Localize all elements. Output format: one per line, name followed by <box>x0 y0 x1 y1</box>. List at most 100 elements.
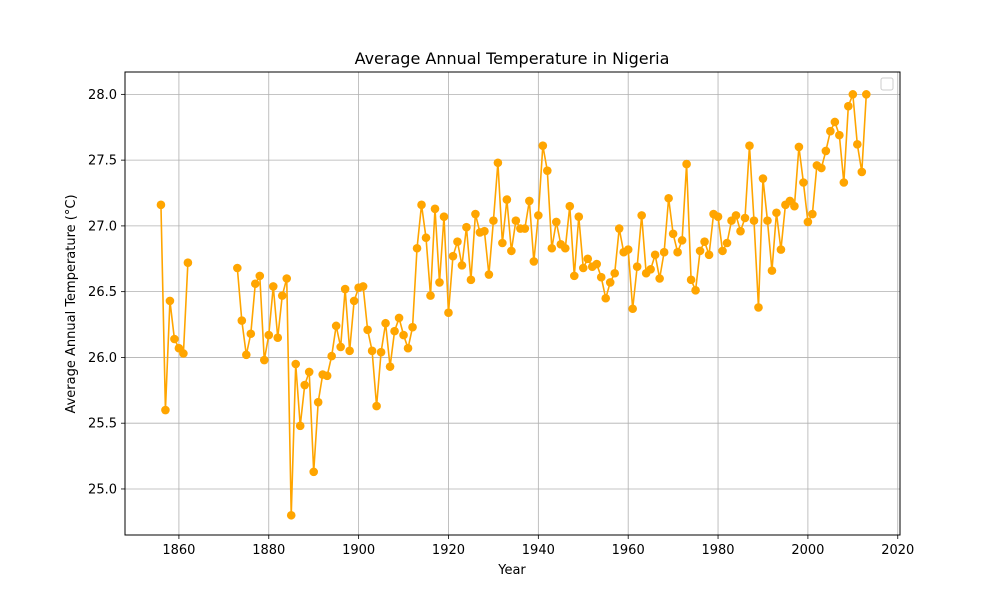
data-point <box>381 318 390 328</box>
data-point <box>659 247 669 257</box>
data-point <box>803 217 813 227</box>
data-point <box>835 130 844 140</box>
data-point <box>538 141 548 150</box>
data-point <box>183 258 193 268</box>
data-point <box>498 238 507 248</box>
y-axis: 25.0 25.5 26.0 26.5 27.0 27.5 28.0 <box>88 88 125 497</box>
data-point <box>426 291 435 300</box>
data-point <box>156 200 166 210</box>
data-point <box>273 333 283 343</box>
data-point <box>385 362 395 371</box>
data-point <box>740 213 750 223</box>
data-point <box>340 284 350 294</box>
legend-box <box>880 77 894 91</box>
data-point <box>390 326 399 336</box>
data-point <box>844 101 853 111</box>
data-point <box>421 233 431 243</box>
x-tick-label: 1880 <box>252 543 285 558</box>
data-point <box>763 216 772 225</box>
data-point <box>246 329 256 339</box>
data-point <box>376 347 386 357</box>
data-point <box>637 211 646 220</box>
y-tick-label: 26.5 <box>88 285 117 300</box>
data-point <box>471 209 480 219</box>
data-point <box>664 193 673 203</box>
data-point <box>704 250 714 260</box>
plot-frame <box>124 71 901 536</box>
data-point <box>291 359 301 369</box>
x-tick-label: 2000 <box>791 543 824 558</box>
data-point <box>826 126 835 136</box>
data-point <box>547 243 557 253</box>
series-layer <box>156 90 871 520</box>
data-point <box>605 278 615 287</box>
data-point <box>565 201 575 211</box>
data-point <box>700 237 709 246</box>
data-point <box>790 201 799 211</box>
data-point <box>327 351 336 361</box>
data-point <box>623 245 633 254</box>
data-point <box>233 263 242 273</box>
data-point <box>686 275 696 285</box>
data-point <box>596 272 606 282</box>
data-point <box>758 174 768 183</box>
data-point <box>731 211 741 220</box>
data-point <box>372 401 381 411</box>
data-point <box>583 254 593 264</box>
data-point <box>309 467 319 477</box>
data-point <box>560 243 570 253</box>
y-tick-label: 27.0 <box>88 219 117 234</box>
data-point <box>277 291 287 300</box>
data-point <box>367 346 377 356</box>
data-point <box>749 216 759 225</box>
data-point <box>776 245 786 254</box>
data-point <box>574 212 584 221</box>
data-point <box>331 321 341 331</box>
data-point <box>655 274 664 283</box>
data-point <box>161 405 170 415</box>
data-point <box>255 271 265 281</box>
data-point <box>336 342 345 352</box>
data-point <box>345 346 354 356</box>
data-point <box>614 224 624 233</box>
data-point <box>286 510 296 520</box>
data-point <box>673 247 682 257</box>
data-point <box>412 243 422 253</box>
data-point <box>349 296 359 306</box>
data-point <box>489 216 498 225</box>
data-point <box>250 279 260 289</box>
data-point <box>862 90 871 99</box>
x-tick-label: 1980 <box>701 543 734 558</box>
data-point <box>480 226 489 236</box>
data-point <box>170 334 179 344</box>
x-tick-label: 2020 <box>881 543 914 558</box>
data-point <box>417 200 426 210</box>
data-point <box>745 141 754 150</box>
y-tick-label: 25.0 <box>88 482 117 497</box>
data-point <box>628 304 637 314</box>
data-point <box>799 178 808 187</box>
data-point <box>722 238 732 248</box>
data-point <box>529 257 539 266</box>
data-point <box>691 286 700 295</box>
data-point <box>466 275 476 285</box>
data-point <box>534 211 543 220</box>
data-point <box>313 397 323 407</box>
data-point <box>165 296 175 306</box>
data-point <box>457 261 467 270</box>
data-point <box>264 330 274 340</box>
data-point <box>448 251 458 261</box>
data-point <box>300 380 310 390</box>
data-point <box>268 282 278 291</box>
data-point <box>767 266 777 275</box>
data-point <box>754 303 763 312</box>
data-point <box>808 209 817 219</box>
y-tick-label: 27.5 <box>88 154 117 169</box>
data-point <box>543 166 552 175</box>
data-point <box>569 271 579 281</box>
data-point <box>794 142 804 152</box>
y-tick-label: 28.0 <box>88 88 117 103</box>
data-point <box>718 246 727 256</box>
